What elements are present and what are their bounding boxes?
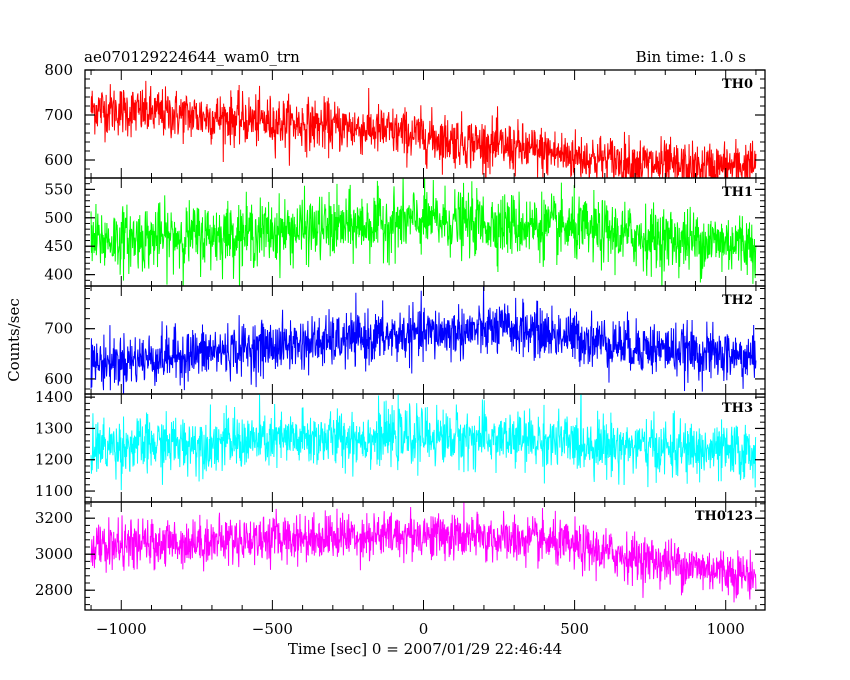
y-tick-label: 2800 xyxy=(35,581,73,599)
y-tick-label: 600 xyxy=(44,151,73,169)
panel-th2: 600 700 TH2 xyxy=(44,285,766,395)
y-tick-label: 1100 xyxy=(35,482,73,500)
series-line-th3 xyxy=(90,394,757,491)
x-tick-label: −1000 xyxy=(96,620,147,638)
x-axis-ticks: −1000 −500 0 500 1000 xyxy=(96,620,745,638)
series-line-th0123 xyxy=(90,502,757,603)
y-tick-label: 1200 xyxy=(35,451,73,469)
series-line-th2 xyxy=(90,286,757,394)
x-tick-label: −500 xyxy=(252,620,293,638)
y-tick-label: 550 xyxy=(44,180,73,198)
panel-th0123: 2800 3000 3200 TH0123 xyxy=(35,501,766,611)
panel-frame xyxy=(84,501,766,611)
y-tick-label: 3200 xyxy=(35,509,73,527)
x-tick-label: 0 xyxy=(419,620,429,638)
y-tick-label: 3000 xyxy=(35,545,73,563)
series-line-th0 xyxy=(90,80,757,178)
y-tick-label: 700 xyxy=(44,106,73,124)
x-axis-label: Time [sec] 0 = 2007/01/29 22:46:44 xyxy=(288,640,562,658)
y-tick-label: 700 xyxy=(44,320,73,338)
y-tick-label: 400 xyxy=(44,266,73,284)
y-axis-label: Counts/sec xyxy=(5,298,23,382)
panel-th1: 400 450 500 550 TH1 xyxy=(44,177,766,287)
panel-label-th3: TH3 xyxy=(722,401,753,416)
panels-group: 600 700 800 TH0 400 450 500 550 TH1 600 700 TH2 1100… xyxy=(35,61,766,611)
series-line-th1 xyxy=(90,178,757,286)
chart-title-left: ae070129224644_wam0_trn xyxy=(84,48,300,66)
y-tick-label: 500 xyxy=(44,209,73,227)
panel-th0: 600 700 800 TH0 xyxy=(44,61,766,179)
y-tick-label: 1300 xyxy=(35,419,73,437)
x-tick-label: 1000 xyxy=(707,620,745,638)
x-tick-label: 500 xyxy=(560,620,589,638)
y-tick-label: 1400 xyxy=(35,388,73,406)
y-tick-label: 800 xyxy=(44,61,73,79)
panel-th3: 1100 1200 1300 1400 TH3 xyxy=(35,388,766,503)
y-tick-label: 600 xyxy=(44,370,73,388)
y-tick-label: 450 xyxy=(44,237,73,255)
chart-title-right: Bin time: 1.0 s xyxy=(636,48,746,66)
panel-frame xyxy=(84,69,766,179)
panel-label-th2: TH2 xyxy=(722,293,753,308)
panel-label-th1: TH1 xyxy=(722,185,753,200)
panel-label-th0: TH0 xyxy=(722,77,753,92)
panel-label-th0123: TH0123 xyxy=(695,509,753,524)
